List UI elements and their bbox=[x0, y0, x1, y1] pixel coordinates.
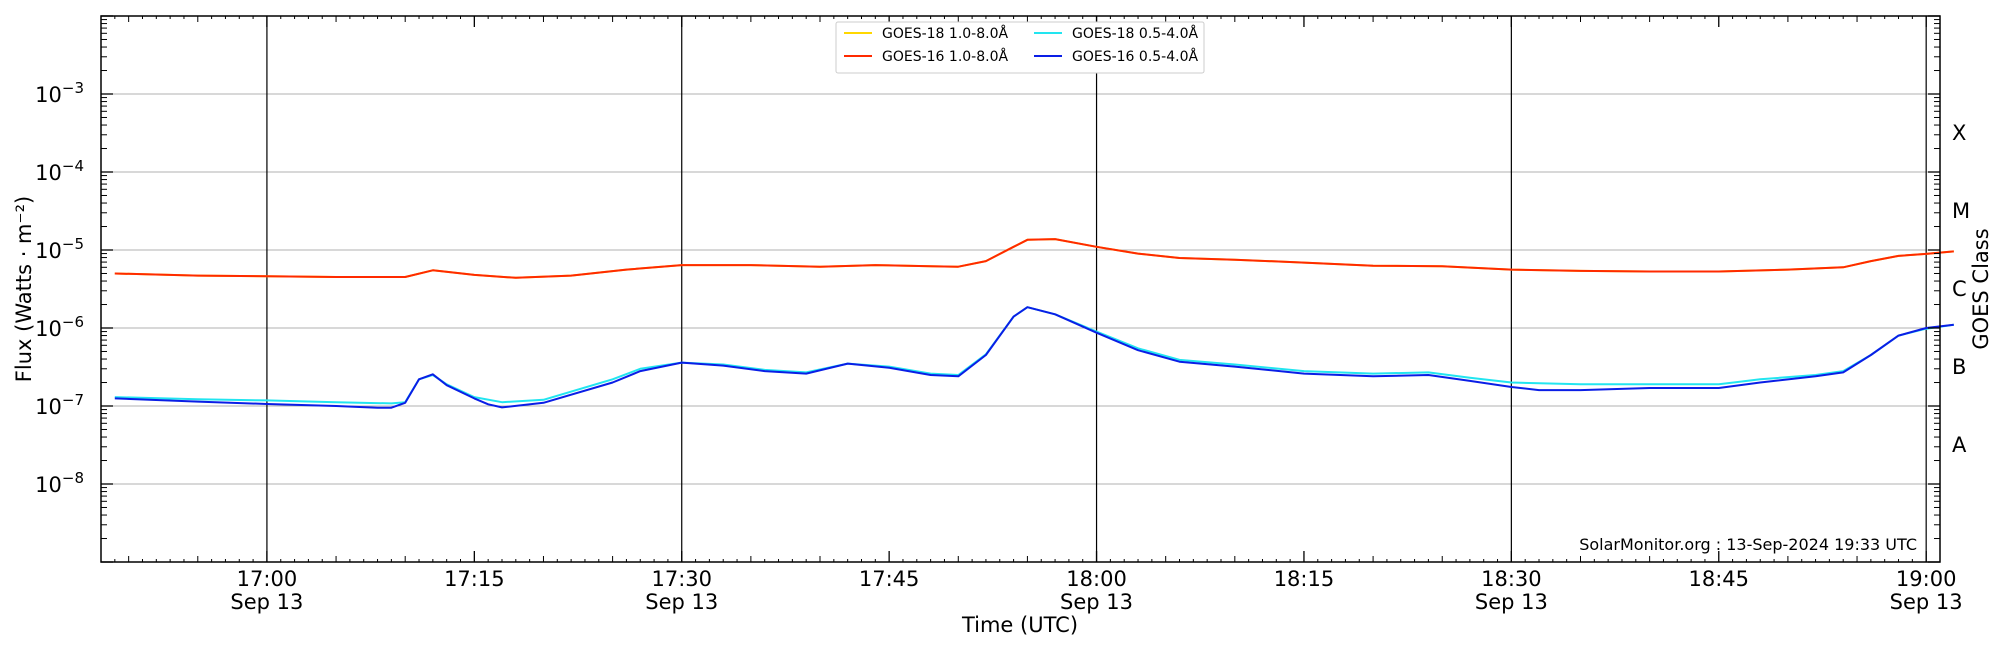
ticks-layer bbox=[100, 15, 1941, 563]
legend-items: GOES-18 1.0-8.0Å GOES-16 1.0-8.0Å GOES-18 … bbox=[844, 25, 1198, 65]
x-tick-date-label: Sep 13 bbox=[1060, 590, 1133, 614]
vertical-lines-layer bbox=[266, 16, 1927, 562]
x-tick-label: 18:00 bbox=[1066, 567, 1127, 591]
x-tick-label: 17:30 bbox=[651, 567, 712, 591]
y-tick-labels: 10−3 10−4 10−5 10−6 10−7 10−8 bbox=[35, 79, 84, 497]
grid-layer bbox=[101, 93, 1940, 485]
legend-label: GOES-18 1.0-8.0Å bbox=[882, 25, 1008, 42]
y-tick-label: 10−8 bbox=[35, 469, 84, 497]
y-tick-label: 10−4 bbox=[35, 157, 84, 185]
x-tick-date-label: Sep 13 bbox=[1475, 590, 1548, 614]
x-tick-label: 18:15 bbox=[1274, 567, 1335, 591]
goes-class-label: C bbox=[1952, 277, 1967, 301]
series-line bbox=[114, 238, 1954, 279]
x-tick-label: 17:45 bbox=[859, 567, 920, 591]
right-axis-label: GOES Class bbox=[1969, 228, 1993, 349]
legend-label: GOES-16 1.0-8.0Å bbox=[882, 48, 1008, 65]
goes-class-label: M bbox=[1952, 199, 1970, 223]
legend-label: GOES-18 0.5-4.0Å bbox=[1072, 25, 1198, 42]
y-tick-label: 10−5 bbox=[35, 235, 84, 263]
credit-text: SolarMonitor.org : 13-Sep-2024 19:33 UTC bbox=[1579, 535, 1917, 554]
legend: GOES-18 1.0-8.0Å GOES-16 1.0-8.0Å GOES-18 … bbox=[835, 21, 1205, 74]
goes-class-labels: X M C B A bbox=[1952, 121, 1970, 457]
y-tick-label: 10−3 bbox=[35, 79, 84, 107]
x-tick-date-label: Sep 13 bbox=[1890, 590, 1963, 614]
y-tick-label: 10−6 bbox=[35, 313, 84, 341]
y-axis-label: Flux (Watts · m⁻²) bbox=[12, 196, 36, 382]
x-tick-label: 17:15 bbox=[444, 567, 505, 591]
x-tick-label: 18:30 bbox=[1481, 567, 1542, 591]
goes-class-label: B bbox=[1952, 355, 1966, 379]
series-line bbox=[114, 306, 1954, 409]
series-layer bbox=[114, 238, 1954, 409]
x-tick-label: 19:00 bbox=[1896, 567, 1957, 591]
legend-box bbox=[835, 21, 1205, 74]
plot-frame bbox=[100, 15, 1941, 563]
goes-class-label: X bbox=[1952, 121, 1966, 145]
x-axis-label: Time (UTC) bbox=[961, 613, 1078, 637]
legend-label: GOES-16 0.5-4.0Å bbox=[1072, 48, 1198, 65]
goes-class-label: A bbox=[1952, 433, 1967, 457]
x-tick-label: 17:00 bbox=[237, 567, 298, 591]
x-tick-date-label: Sep 13 bbox=[230, 590, 303, 614]
x-tick-label: 18:45 bbox=[1689, 567, 1750, 591]
x-tick-date-label: Sep 13 bbox=[645, 590, 718, 614]
y-tick-label: 10−7 bbox=[35, 391, 84, 419]
